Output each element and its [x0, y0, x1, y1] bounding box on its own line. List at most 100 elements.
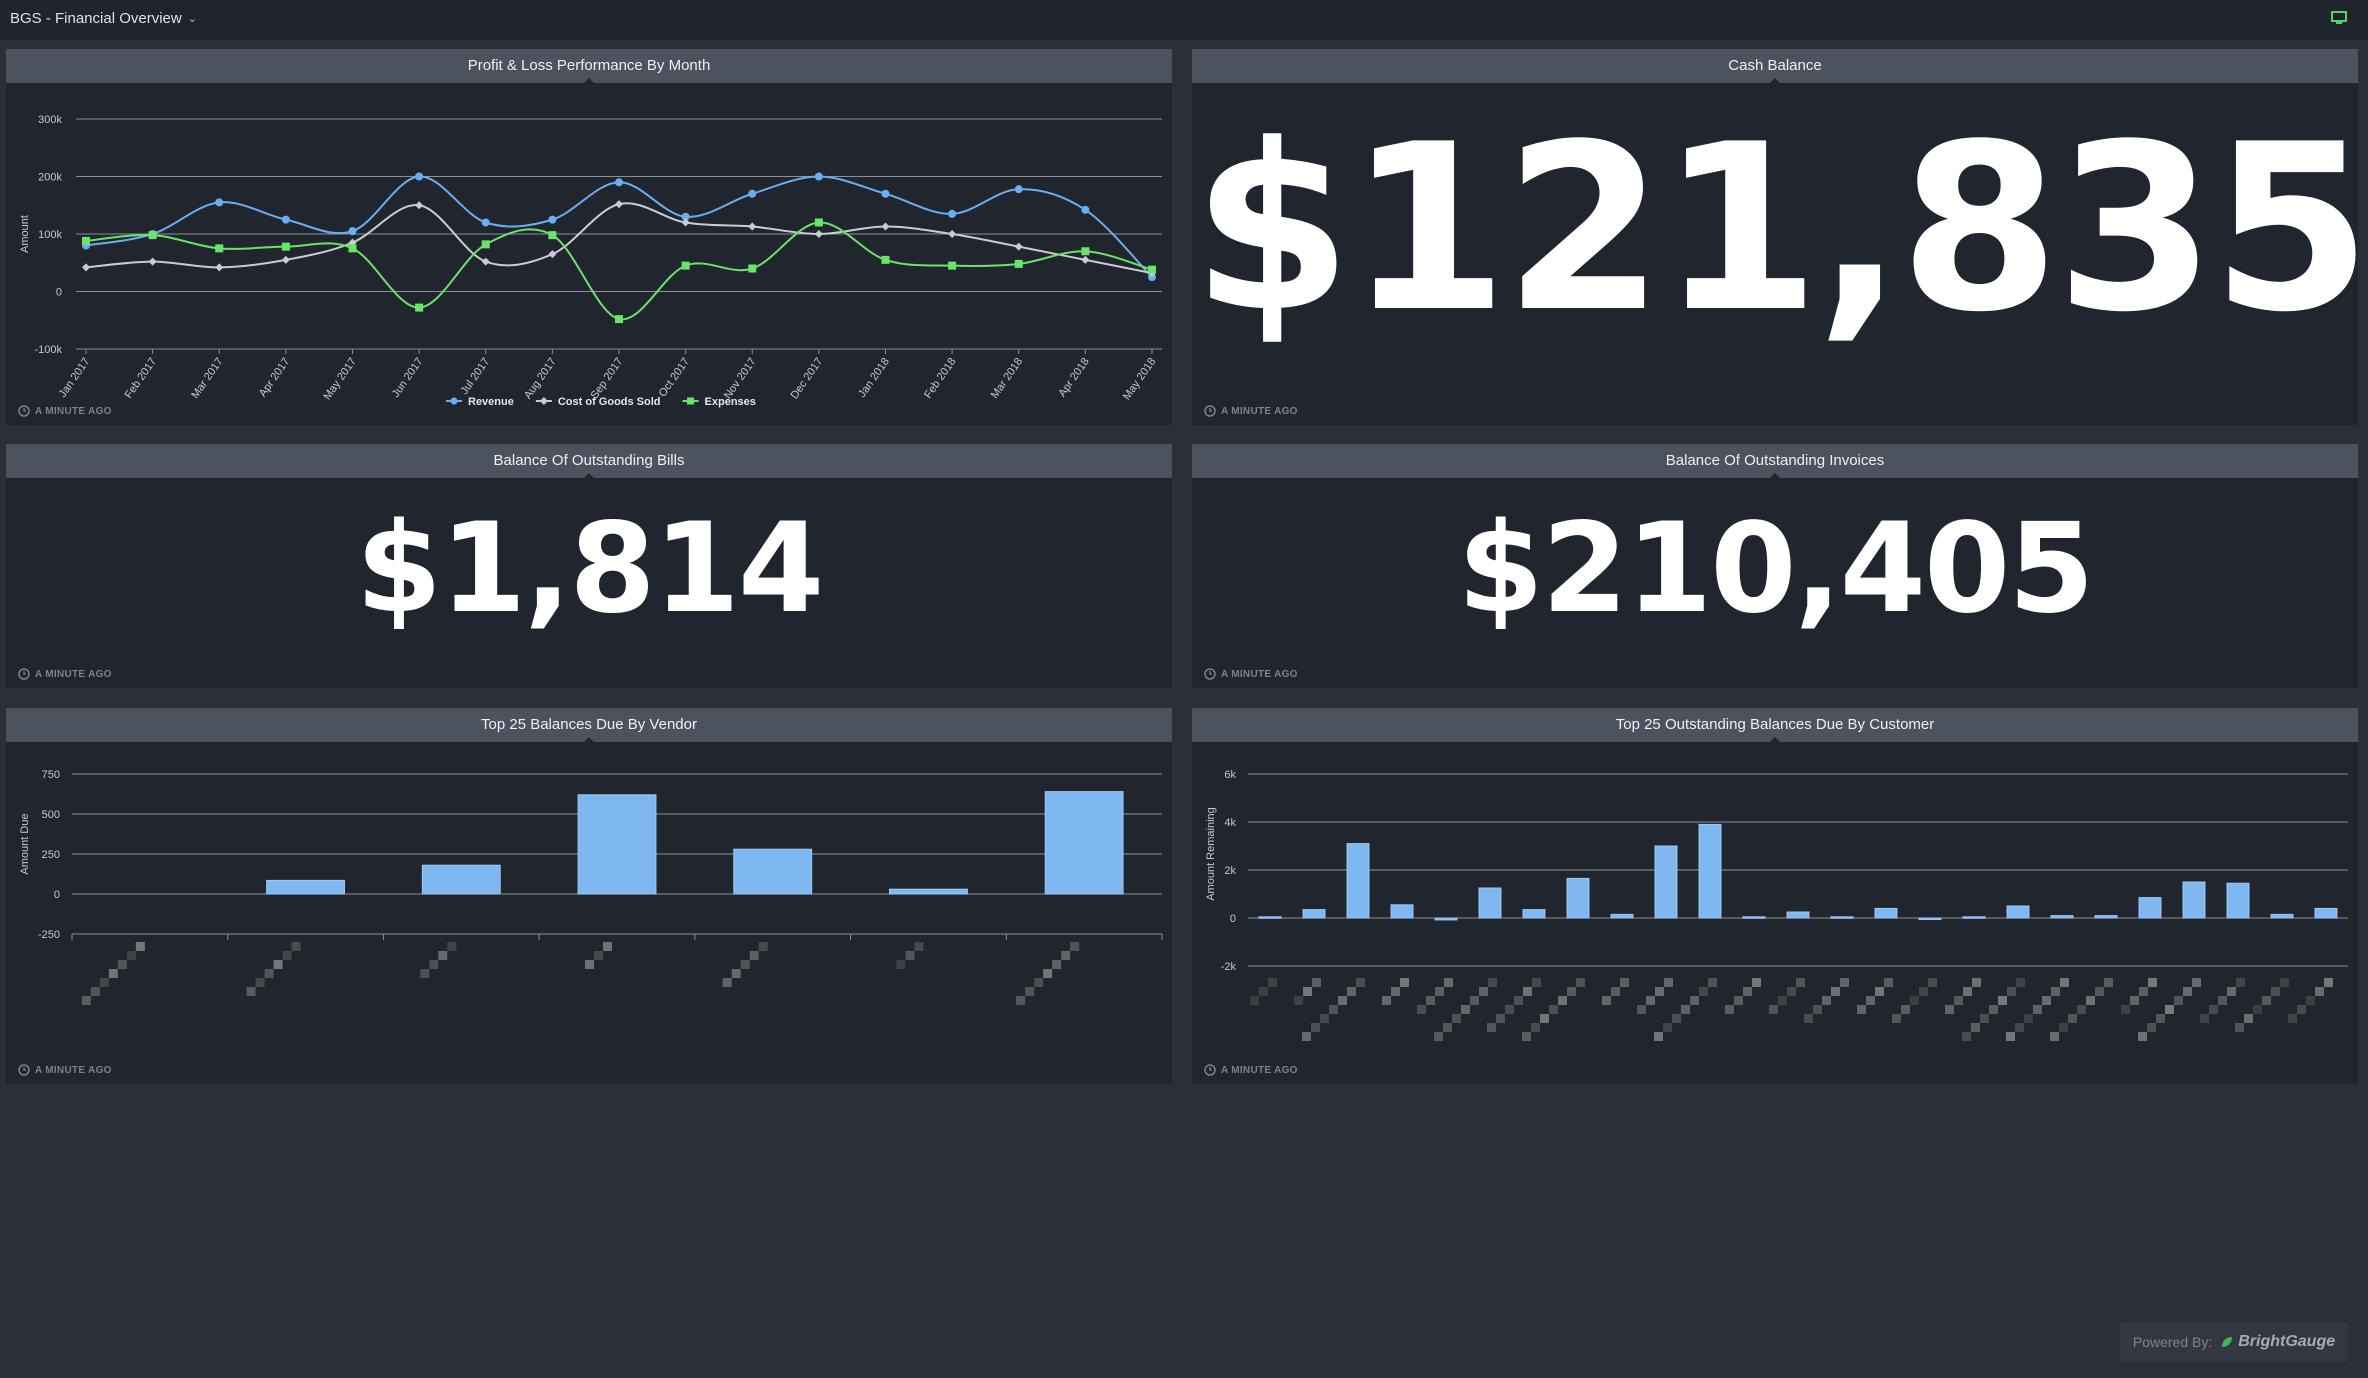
vendor-bar-chart: Amount Due 750 500 250 0 -250: [19, 769, 1163, 1005]
data-point: [481, 218, 490, 227]
x-label-glyph: [1681, 1005, 1690, 1014]
data-point: [1081, 205, 1090, 214]
clock-icon: [18, 405, 30, 417]
x-label-glyph: [2192, 978, 2201, 987]
y-tick-label: 0: [56, 287, 62, 299]
x-label-glyph: [2315, 987, 2324, 996]
panel-title: Cash Balance: [1728, 57, 1822, 74]
data-point: [615, 315, 623, 324]
x-label-glyph: [1531, 1023, 1540, 1032]
x-label-glyph: [1928, 978, 1937, 987]
y-tick-label: 300k: [38, 114, 62, 126]
data-point: [548, 215, 557, 224]
data-point: [415, 201, 424, 210]
bar: [1610, 913, 1634, 919]
x-label-glyph: [2015, 1023, 2024, 1032]
x-label-glyph: [1646, 996, 1655, 1005]
data-point: [748, 264, 757, 273]
x-label-glyph: [1523, 987, 1532, 996]
x-label-glyph: [447, 942, 457, 951]
y-tick-label: -100k: [34, 344, 62, 356]
data-point: [481, 257, 490, 266]
x-label-glyph: [291, 942, 301, 951]
x-label-glyph: [1532, 978, 1541, 987]
bar: [2182, 881, 2206, 919]
x-label-glyph: [749, 951, 759, 960]
x-label-glyph: [1338, 996, 1347, 1005]
x-label-glyph: [1434, 1032, 1443, 1041]
x-label-glyph: [1787, 987, 1796, 996]
x-label-glyph: [2174, 996, 2183, 1005]
x-label-glyph: [2050, 1032, 2059, 1041]
x-tick-label: Dec 2017: [788, 356, 825, 401]
x-label-glyph: [1962, 1032, 1971, 1041]
y-tick-label: -2k: [1221, 961, 1237, 973]
data-point: [148, 231, 157, 240]
panel-header: Cash Balance: [1192, 49, 2358, 84]
x-tick-label: Jun 2017: [390, 356, 426, 400]
last-updated: A MINUTE AGO: [1204, 1064, 1298, 1076]
bar: [1258, 916, 1282, 919]
bar: [1346, 843, 1370, 919]
x-label-glyph: [2007, 987, 2016, 996]
powered-by-badge[interactable]: Powered By: BrightGauge: [2120, 1322, 2348, 1362]
vendor-balances-panel: Top 25 Balances Due By Vendor Amount Due…: [6, 708, 1172, 1084]
x-label-glyph: [1391, 987, 1400, 996]
x-label-glyph: [1972, 978, 1981, 987]
x-label-glyph: [1743, 987, 1752, 996]
x-label-glyph: [2183, 987, 2192, 996]
last-updated: A MINUTE AGO: [18, 1064, 112, 1076]
data-point: [881, 189, 890, 198]
x-label-glyph: [1426, 996, 1435, 1005]
x-label-glyph: [1496, 1014, 1505, 1023]
x-label-glyph: [1734, 996, 1743, 1005]
x-label-glyph: [1061, 951, 1071, 960]
monitor-icon[interactable]: [2330, 10, 2348, 26]
invoices-balance-value: $210,405: [1457, 497, 2094, 641]
x-label-glyph: [2060, 978, 2069, 987]
cash-balance-panel: Cash Balance $121,835 A MINUTE AGO: [1192, 49, 2358, 425]
bar: [1874, 907, 1898, 919]
x-label-glyph: [1444, 978, 1453, 987]
x-label-glyph: [2095, 987, 2104, 996]
x-label-glyph: [1963, 987, 1972, 996]
last-updated: A MINUTE AGO: [18, 668, 112, 680]
panel-header: Balance Of Outstanding Bills: [6, 444, 1172, 479]
bar: [889, 888, 968, 895]
top-bar: BGS - Financial Overview ⌄: [0, 0, 2368, 40]
updated-text: A MINUTE AGO: [35, 1064, 112, 1076]
x-label-glyph: [1417, 1005, 1426, 1014]
x-label-glyph: [2121, 1005, 2130, 1014]
x-label-glyph: [1488, 978, 1497, 987]
dashboard-selector[interactable]: BGS - Financial Overview ⌄: [10, 10, 197, 27]
x-label-glyph: [594, 951, 603, 960]
x-label-glyph: [1699, 987, 1708, 996]
bar: [1654, 845, 1678, 919]
data-point: [82, 263, 90, 272]
x-label-glyph: [1813, 1005, 1822, 1014]
clock-icon: [1204, 668, 1216, 680]
x-tick-label: Aug 2017: [522, 356, 559, 401]
x-label-glyph: [2006, 1032, 2015, 1041]
x-label-glyph: [1708, 978, 1717, 987]
y-tick-label: 500: [42, 809, 60, 821]
bar: [1302, 909, 1326, 919]
x-tick-label: Nov 2017: [722, 356, 759, 401]
x-label-glyph: [1034, 978, 1044, 987]
last-updated: A MINUTE AGO: [18, 405, 112, 417]
x-label-glyph: [1945, 1005, 1954, 1014]
panel-header: Profit & Loss Performance By Month: [6, 49, 1172, 84]
data-point: [1081, 247, 1090, 256]
bar: [1962, 916, 1986, 919]
x-label-glyph: [1452, 1014, 1461, 1023]
x-label-glyph: [2200, 1014, 2209, 1023]
data-point: [681, 212, 690, 221]
data-point: [948, 230, 957, 238]
panel-title: Top 25 Outstanding Balances Due By Custo…: [1615, 716, 1935, 733]
x-label-glyph: [2280, 978, 2289, 987]
y-tick-label: 100k: [38, 229, 62, 241]
x-label-glyph: [1016, 996, 1026, 1005]
x-label-glyph: [1549, 1005, 1558, 1014]
x-label-glyph: [90, 987, 100, 996]
